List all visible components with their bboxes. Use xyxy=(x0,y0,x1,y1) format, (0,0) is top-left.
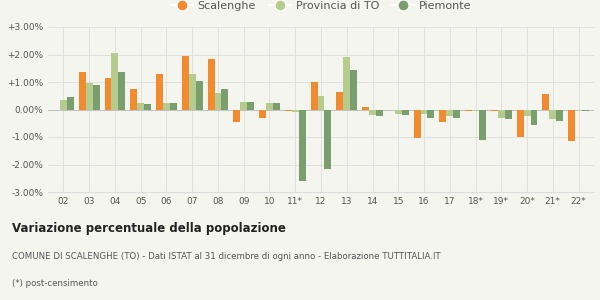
Bar xyxy=(550,110,556,119)
Bar xyxy=(446,110,453,116)
Bar xyxy=(337,92,343,110)
Bar xyxy=(439,110,446,122)
Bar xyxy=(343,57,350,110)
Bar xyxy=(498,110,505,118)
Bar xyxy=(240,102,247,110)
Bar xyxy=(582,110,589,111)
Bar xyxy=(453,110,460,118)
Bar xyxy=(60,100,67,110)
Bar xyxy=(413,110,421,138)
Bar xyxy=(182,56,189,110)
Bar xyxy=(421,110,427,114)
Bar xyxy=(292,110,299,112)
Bar xyxy=(427,110,434,118)
Bar xyxy=(233,110,240,122)
Bar xyxy=(362,107,369,110)
Bar xyxy=(575,110,582,111)
Bar xyxy=(317,96,325,110)
Bar xyxy=(170,103,177,110)
Bar xyxy=(402,110,409,115)
Bar xyxy=(118,72,125,110)
Bar xyxy=(465,110,472,111)
Bar xyxy=(325,110,331,169)
Bar xyxy=(505,110,512,119)
Bar xyxy=(369,110,376,115)
Bar xyxy=(517,110,524,137)
Bar xyxy=(299,110,305,181)
Bar xyxy=(104,78,112,110)
Bar xyxy=(196,81,203,110)
Bar xyxy=(137,103,144,110)
Bar xyxy=(542,94,550,110)
Bar xyxy=(92,85,100,110)
Bar xyxy=(395,110,402,114)
Bar xyxy=(67,97,74,110)
Bar xyxy=(112,53,118,110)
Bar xyxy=(524,110,530,116)
Bar xyxy=(285,110,292,111)
Bar xyxy=(189,74,196,110)
Bar xyxy=(208,58,215,110)
Text: Variazione percentuale della popolazione: Variazione percentuale della popolazione xyxy=(12,222,286,235)
Bar xyxy=(491,110,498,111)
Bar xyxy=(530,110,538,124)
Bar xyxy=(215,93,221,110)
Bar xyxy=(273,103,280,109)
Bar xyxy=(376,110,383,116)
Bar xyxy=(221,89,229,110)
Bar xyxy=(163,103,170,110)
Bar xyxy=(259,110,266,118)
Bar xyxy=(479,110,486,140)
Bar xyxy=(568,110,575,141)
Bar xyxy=(156,74,163,110)
Bar xyxy=(86,83,92,110)
Bar xyxy=(79,72,86,110)
Bar xyxy=(266,103,273,109)
Bar xyxy=(130,89,137,110)
Bar xyxy=(144,104,151,110)
Text: (*) post-censimento: (*) post-censimento xyxy=(12,279,98,288)
Text: COMUNE DI SCALENGHE (TO) - Dati ISTAT al 31 dicembre di ogni anno - Elaborazione: COMUNE DI SCALENGHE (TO) - Dati ISTAT al… xyxy=(12,252,440,261)
Bar xyxy=(350,70,357,110)
Bar xyxy=(556,110,563,121)
Bar xyxy=(472,110,479,111)
Legend: Scalenghe, Provincia di TO, Piemonte: Scalenghe, Provincia di TO, Piemonte xyxy=(166,0,476,15)
Bar xyxy=(311,82,317,110)
Bar xyxy=(247,102,254,110)
